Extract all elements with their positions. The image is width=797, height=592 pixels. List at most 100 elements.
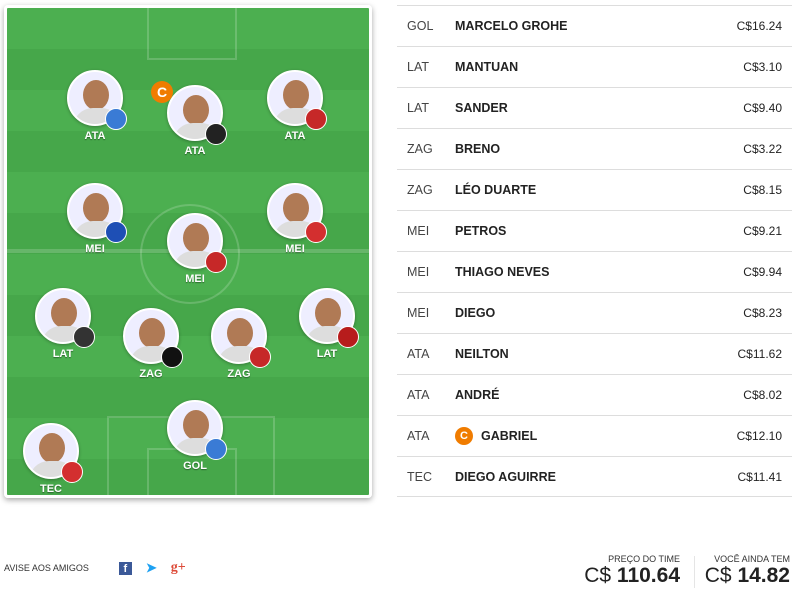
player-row[interactable]: ZAG BRENO C$3.22 — [397, 128, 792, 169]
player-row[interactable]: LAT MANTUAN C$3.10 — [397, 46, 792, 87]
row-price: C$9.40 — [743, 101, 782, 115]
player-position: ATA — [284, 130, 306, 142]
field-player-ata[interactable]: ATA — [265, 70, 327, 144]
row-price: C$9.94 — [743, 265, 782, 279]
player-row[interactable]: LAT SANDER C$9.40 — [397, 87, 792, 128]
player-row[interactable]: ZAG LÉO DUARTE C$8.15 — [397, 169, 792, 210]
row-price: C$11.62 — [737, 347, 782, 361]
row-player-name: SANDER — [455, 101, 508, 115]
row-price: C$8.02 — [743, 388, 782, 402]
row-position: LAT — [407, 101, 429, 115]
currency: C$ — [704, 564, 732, 587]
row-player-name: BRENO — [455, 142, 501, 156]
field-player-lat[interactable]: LAT — [33, 288, 95, 362]
row-player-name: MARCELO GROHE — [455, 19, 568, 33]
row-price: C$9.21 — [743, 224, 782, 238]
share-bar: AVISE AOS AMIGOS f ➤ g+ — [4, 560, 186, 576]
team-price-label: PREÇO DO TIME — [608, 554, 680, 564]
divider — [694, 556, 695, 588]
player-row[interactable]: MEI DIEGO C$8.23 — [397, 292, 792, 333]
corinthians-crest-icon — [73, 326, 95, 348]
row-position: ZAG — [407, 142, 433, 156]
player-position: LAT — [316, 348, 338, 360]
team-price-value: 110.64 — [616, 564, 680, 587]
facebook-icon[interactable]: f — [118, 561, 132, 575]
sao-paulo-crest-icon — [305, 221, 327, 243]
row-player-name: NEILTON — [455, 347, 509, 361]
twitter-icon[interactable]: ➤ — [145, 560, 157, 575]
currency: C$ — [584, 564, 612, 587]
row-player-name: GABRIEL — [481, 429, 538, 443]
field-player-gol[interactable]: GOL — [165, 400, 227, 474]
row-price: C$8.15 — [743, 183, 782, 197]
row-player-name: THIAGO NEVES — [455, 265, 550, 279]
row-player-name: LÉO DUARTE — [455, 183, 537, 197]
share-label: AVISE AOS AMIGOS — [4, 563, 89, 573]
row-price: C$11.41 — [737, 469, 782, 484]
player-avatar — [67, 70, 127, 130]
field-player-zag[interactable]: ZAG — [209, 308, 271, 382]
row-price: C$3.10 — [743, 60, 782, 74]
field-player-zag[interactable]: ZAG — [121, 308, 183, 382]
row-price: C$8.23 — [743, 306, 782, 320]
player-row[interactable]: ATA C GABRIEL C$12.10 — [397, 415, 792, 456]
row-position: ATA — [407, 347, 430, 361]
row-price: C$16.24 — [736, 19, 782, 33]
player-avatar — [167, 213, 227, 273]
player-row[interactable]: ATA ANDRÉ C$8.02 — [397, 374, 792, 415]
remaining-label: VOCÊ AINDA TEM — [714, 554, 790, 564]
player-row[interactable]: TEC DIEGO AGUIRRE C$11.41 — [397, 456, 792, 497]
field-player-lat[interactable]: LAT — [297, 288, 359, 362]
remaining-value: 14.82 — [737, 564, 790, 587]
player-position: ATA — [184, 145, 206, 157]
player-position: MEI — [85, 243, 105, 255]
player-avatar — [167, 400, 227, 460]
row-position: ZAG — [407, 183, 433, 197]
player-row[interactable]: ATA NEILTON C$11.62 — [397, 333, 792, 374]
google-plus-icon[interactable]: g+ — [170, 560, 186, 575]
gremio-crest-icon — [205, 438, 227, 460]
player-position: ATA — [84, 130, 106, 142]
player-position: ZAG — [227, 368, 251, 380]
field-player-tec[interactable]: TEC — [21, 423, 83, 495]
flamengo-crest-icon — [205, 251, 227, 273]
row-price: C$3.22 — [743, 142, 782, 156]
flamengo-crest-icon — [249, 346, 271, 368]
player-row[interactable]: MEI THIAGO NEVES C$9.94 — [397, 251, 792, 292]
player-avatar — [123, 308, 183, 368]
field-player-ata[interactable]: ATA — [65, 70, 127, 144]
player-avatar — [267, 183, 327, 243]
row-position: TEC — [407, 469, 432, 484]
player-position: LAT — [52, 348, 74, 360]
player-avatar — [211, 308, 271, 368]
player-row[interactable]: MEI PETROS C$9.21 — [397, 210, 792, 251]
field-player-mei[interactable]: MEI — [265, 183, 327, 257]
captain-icon: C — [455, 427, 473, 445]
player-position: GOL — [183, 460, 207, 472]
player-avatar — [35, 288, 95, 348]
row-player-name: DIEGO AGUIRRE — [455, 469, 556, 484]
row-position: MEI — [407, 224, 430, 238]
top-penalty-box — [147, 8, 237, 60]
row-player-name: DIEGO — [455, 306, 496, 320]
player-avatar — [299, 288, 359, 348]
field-player-mei[interactable]: MEI — [165, 213, 227, 287]
row-position: MEI — [407, 306, 430, 320]
player-avatar — [23, 423, 83, 483]
team-list: GOL MARCELO GROHE C$16.24 LAT MANTUAN C$3.10 L… — [397, 5, 792, 497]
captain-icon: C — [151, 81, 173, 103]
santos-crest-icon — [205, 123, 227, 145]
field-player-mei[interactable]: MEI — [65, 183, 127, 257]
row-position: ATA — [407, 429, 430, 443]
player-position: MEI — [185, 273, 205, 285]
player-avatar — [67, 183, 127, 243]
field: ATA ATA C ATA MEI MEI MEI LAT ZAG ZAG LAT GOL TEC — [4, 5, 372, 498]
row-position: GOL — [407, 19, 434, 33]
player-row[interactable]: GOL MARCELO GROHE C$16.24 — [397, 5, 792, 46]
player-position: TEC — [40, 483, 62, 495]
center-circle — [140, 204, 240, 304]
field-player-ata[interactable]: ATA C — [151, 81, 227, 159]
player-position: ZAG — [139, 368, 163, 380]
row-position: MEI — [407, 265, 430, 279]
row-position: LAT — [407, 60, 429, 74]
